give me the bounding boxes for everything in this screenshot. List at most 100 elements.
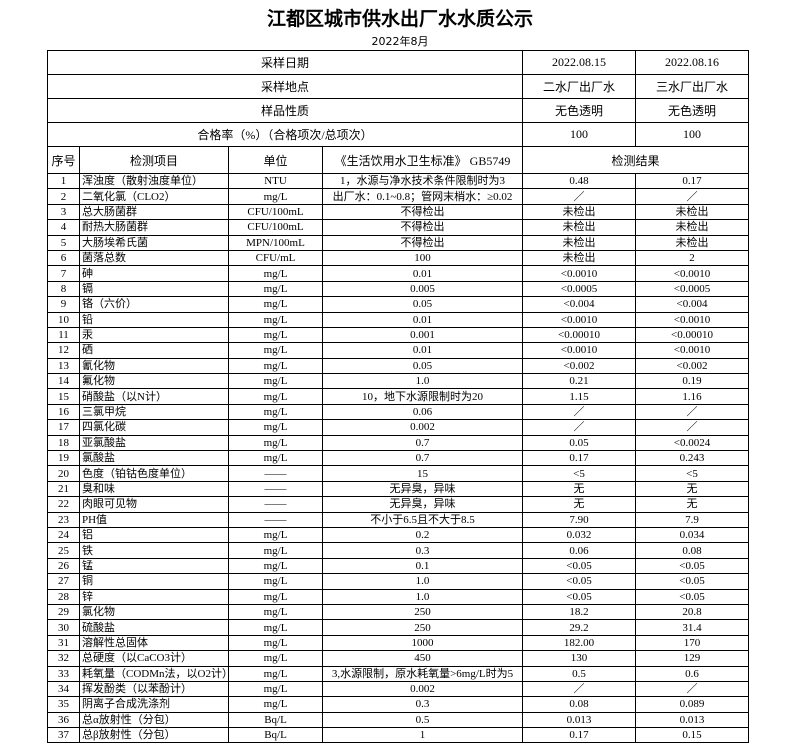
cell: 铜 [79, 573, 229, 590]
cell: mg/L [228, 388, 323, 405]
column-header: 《生活饮用水卫生标准》 GB5749 [321, 146, 524, 174]
cell: 溶解性总固体 [79, 634, 229, 652]
cell: 0.08 [522, 696, 637, 713]
cell: 31 [47, 634, 80, 652]
cell: —— [228, 496, 323, 513]
cell: 铅 [79, 311, 229, 328]
cell: mg/L [228, 634, 323, 652]
data-row: 21 臭和味 —— 无异臭，异味无无 [47, 480, 750, 498]
cell: 硝酸盐（以N计） [79, 388, 229, 405]
data-row: 3 总大肠菌群 CFU/100mL 不得检出 未检出 未检出 [47, 203, 750, 221]
cell: 0.089 [635, 696, 750, 713]
data-row: 33 耗氧量（CODMn法，以O2计） mg/L 3,水源限制，原水耗氧量>6mg/L… [47, 665, 750, 682]
cell: <0.05 [522, 573, 637, 590]
cell: 0.2 [321, 526, 524, 544]
cell: 0.08 [635, 542, 750, 559]
cell: 菌落总数 [79, 249, 229, 267]
cell: 20.8 [635, 603, 750, 621]
cell: 铬（六价） [79, 296, 229, 313]
cell: —— [228, 480, 323, 498]
cell: 3,水源限制，原水耗氧量>6mg/L时为5 [321, 665, 524, 682]
cell: 亚氯酸盐 [79, 434, 229, 452]
cell: 0.013 [522, 711, 637, 729]
cell: 7.90 [522, 511, 637, 528]
cell: <0.0010 [635, 265, 750, 282]
cell: mg/L [228, 342, 323, 359]
cell: 25 [47, 542, 80, 559]
cell: 0.48 [522, 172, 637, 190]
cell: 氟化物 [79, 373, 229, 390]
cell: 阴离子合成洗涤剂 [79, 696, 229, 713]
data-row: 15 硝酸盐（以N计） mg/L 10，地下水源限制时为20 1.15 1.16 [47, 388, 750, 405]
data-row: 34 挥发酚类（以苯酚计） mg/L 0.002 ／／ [47, 680, 750, 698]
info-row: 样品性质 无色透明 无色透明 [46, 98, 750, 123]
cell: <0.0010 [522, 311, 637, 328]
cell: mg/L [228, 265, 323, 282]
cell: 0.6 [635, 665, 750, 682]
cell: 硫酸盐 [79, 619, 229, 636]
data-row: 32 总硬度（以CaCO3计） mg/L 450 130 129 [47, 650, 750, 667]
cell: 无异臭，异味 [321, 496, 524, 513]
data-row: 24 铝 mg/L 0.2 0.032 0.034 [47, 526, 750, 544]
cell: 0.243 [635, 450, 750, 467]
cell: 未检出 [635, 219, 750, 236]
cell: 未检出 [522, 219, 637, 236]
cell: 0.5 [522, 665, 637, 682]
cell: 130 [522, 650, 637, 667]
column-header: 单位 [228, 146, 323, 174]
cell: 32 [47, 650, 80, 667]
data-row: 1 浑浊度（散射浊度单位） NTU 1，水源与净水技术条件限制时为3 0.48 0.17 [47, 172, 750, 190]
cell: CFU/100mL [228, 203, 323, 221]
cell: 21 [47, 480, 80, 498]
cell: 23 [47, 511, 80, 528]
cell: 汞 [79, 326, 229, 344]
cell: mg/L [228, 542, 323, 559]
cell: CFU/100mL [228, 219, 323, 236]
cell: mg/L [228, 434, 323, 452]
cell: 铁 [79, 542, 229, 559]
cell: 0.17 [522, 727, 637, 744]
cell: 无 [522, 480, 637, 498]
cell: 0.01 [321, 265, 524, 282]
data-row: 13 氰化物 mg/L 0.05 <0.002 <0.002 [47, 357, 750, 375]
cell: <0.0005 [522, 280, 637, 298]
cell: PH值 [79, 511, 229, 528]
cell: 0.05 [321, 357, 524, 375]
info-label: 合格率（%）（合格项次/总项次） [46, 122, 524, 147]
cell: 3 [47, 203, 80, 221]
cell: 0.1 [321, 557, 524, 575]
data-row: 11 汞 mg/L 0.001 <0.00010 <0.00010 [47, 326, 750, 344]
cell: <0.0010 [522, 265, 637, 282]
cell: 0.001 [321, 326, 524, 344]
cell: 锌 [79, 588, 229, 605]
cell: 12 [47, 342, 80, 359]
cell: 0.7 [321, 450, 524, 467]
info-label: 样品性质 [46, 98, 524, 123]
cell: 10，地下水源限制时为20 [321, 388, 524, 405]
cell: 砷 [79, 265, 229, 282]
cell: 11 [47, 326, 80, 344]
column-header: 检测项目 [79, 146, 229, 174]
cell: 耗氧量（CODMn法，以O2计） [79, 665, 229, 682]
cell: 0.19 [635, 373, 750, 390]
cell: 总α放射性（分包） [79, 711, 229, 729]
cell: 三氯甲烷 [79, 403, 229, 421]
data-row: 6 菌落总数 CFU/mL 100 未检出 2 [47, 249, 750, 267]
cell: 33 [47, 665, 80, 682]
cell: 不得检出 [321, 234, 524, 251]
cell: 0.06 [321, 403, 524, 421]
data-row: 17 四氯化碳 mg/L 0.002 ／／ [47, 419, 750, 436]
cell: mg/L [228, 603, 323, 621]
cell: 0.01 [321, 342, 524, 359]
cell: 29 [47, 603, 80, 621]
cell: <5 [635, 465, 750, 482]
cell: 30 [47, 619, 80, 636]
cell: <0.00010 [635, 326, 750, 344]
info-label: 采样日期 [46, 50, 524, 75]
cell: NTU [228, 172, 323, 190]
cell: mg/L [228, 680, 323, 698]
cell: 0.17 [635, 172, 750, 190]
cell: 未检出 [522, 234, 637, 251]
cell: 无 [635, 496, 750, 513]
cell: 8 [47, 280, 80, 298]
